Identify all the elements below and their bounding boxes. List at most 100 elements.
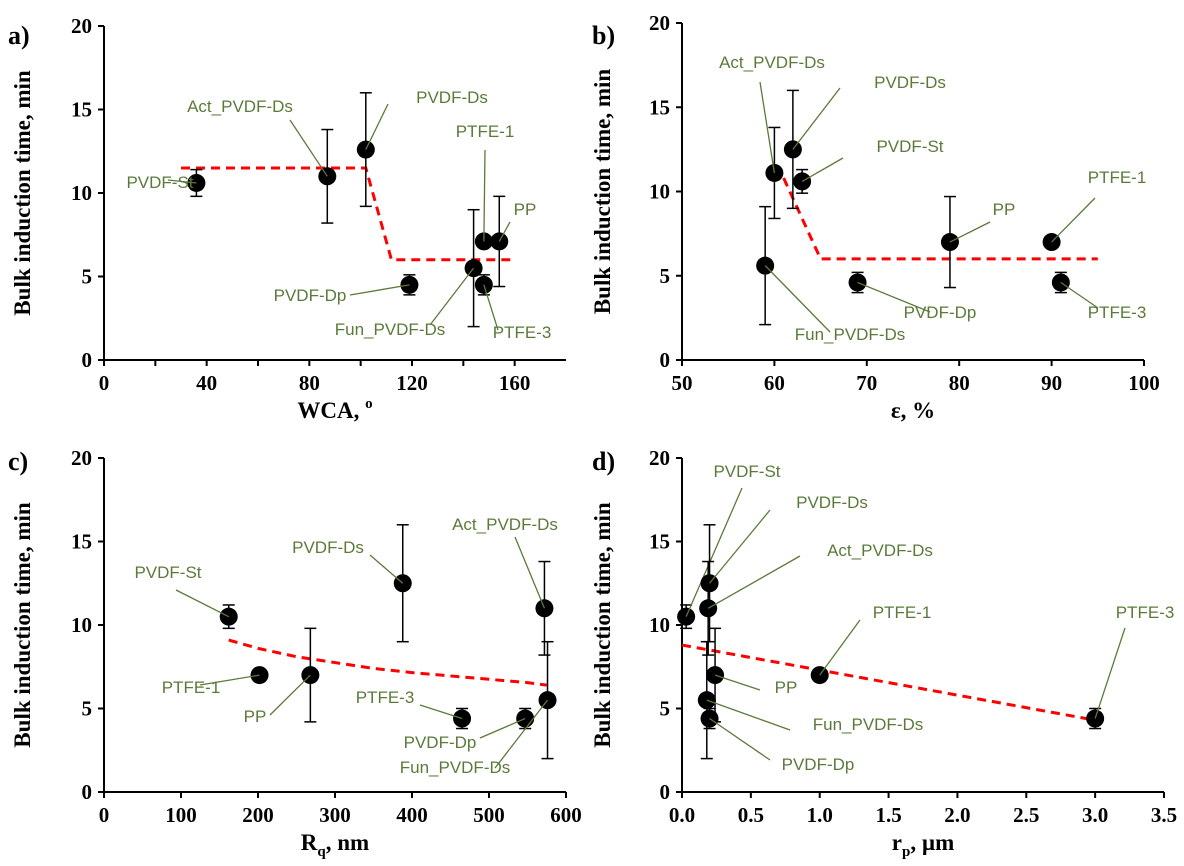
annotation-leader	[175, 589, 230, 618]
annotation-leader	[269, 674, 311, 716]
annotation-leader	[483, 149, 486, 242]
point-label: PP	[993, 200, 1016, 219]
trend-line	[681, 643, 1096, 722]
annotation-leader	[1060, 281, 1099, 309]
point-label: Fun_PVDF-Ds	[813, 715, 924, 734]
annotation-leader	[479, 717, 526, 739]
panel-letter: b)	[592, 21, 615, 50]
y-tick-label: 0	[82, 780, 93, 804]
y-tick-label: 15	[71, 530, 92, 554]
point-label: PTFE-3	[1116, 603, 1175, 622]
y-axis-title: Bulk induction time, min	[10, 70, 35, 316]
x-axis-title: ε, %	[891, 398, 935, 423]
x-tick-label: 0.0	[669, 803, 695, 827]
panel-letter: a)	[8, 21, 30, 50]
point-label: Fun_PVDF-Ds	[335, 320, 446, 339]
annotation-leader	[685, 487, 743, 617]
annotation-leader	[949, 221, 991, 243]
point-label: Act_PVDF-Ds	[827, 541, 933, 560]
annotation-leader	[764, 265, 831, 333]
point-label: PVDF-Ds	[796, 493, 868, 512]
annotation-leader	[759, 81, 776, 174]
point-label: Act_PVDF-Ds	[719, 53, 825, 72]
annotation-leader	[365, 103, 389, 150]
x-tick-label: 400	[396, 803, 428, 827]
x-tick-label: 160	[499, 371, 531, 395]
chart-panel-1: a) 0 5 10 15 20 0 40 80 120 160 Bulk induction time…	[8, 14, 566, 423]
annotation-leader	[706, 699, 791, 731]
x-tick-label: 60	[764, 371, 785, 395]
point-label: PVDF-Ds	[292, 538, 364, 557]
point-label: PTFE-1	[873, 603, 932, 622]
y-tick-label: 0	[82, 348, 93, 372]
chart-panel-4: d) 0 5 10 15 20 0.0 0.5 1.0 1.5 2.0 2.5 3.0 3.5 Bulk i…	[590, 446, 1177, 860]
x-tick-label: 2.5	[1013, 803, 1039, 827]
annotation-leader	[498, 221, 511, 242]
y-tick-label: 15	[71, 98, 92, 122]
annotation-leader	[819, 619, 861, 676]
x-tick-label: 70	[856, 371, 877, 395]
x-tick-label: 100	[1128, 371, 1160, 395]
x-tick-label: 2.0	[944, 803, 970, 827]
chart-panel-2: b) 0 5 10 15 20 50 60 70 80 90 100 Bulk induction ti…	[590, 11, 1160, 423]
point-label: PTFE-1	[456, 122, 515, 141]
trend-line	[782, 177, 1098, 261]
x-tick-label: 40	[196, 371, 217, 395]
x-tick-label: 90	[1041, 371, 1062, 395]
y-tick-label: 20	[649, 446, 670, 470]
y-tick-label: 5	[660, 697, 671, 721]
y-tick-label: 10	[649, 613, 670, 637]
y-tick-label: 10	[71, 181, 92, 205]
point-label: PTFE-3	[356, 688, 415, 707]
annotation-leader	[707, 555, 801, 609]
point-label: PVDF-St	[876, 137, 943, 156]
annotation-leader	[1094, 627, 1126, 719]
point-label: PVDF-Dp	[904, 303, 977, 322]
y-tick-label: 5	[82, 265, 93, 289]
x-tick-label: 0	[99, 371, 110, 395]
annotation-leader	[483, 284, 499, 331]
y-tick-label: 20	[71, 14, 92, 38]
point-label: PVDF-St	[134, 563, 201, 582]
x-tick-label: 1.5	[875, 803, 901, 827]
x-tick-label: 0.5	[738, 803, 764, 827]
y-axis-title: Bulk induction time, min	[590, 69, 615, 315]
x-tick-label: 1.0	[807, 803, 833, 827]
point-label: PTFE-3	[1088, 303, 1147, 322]
annotation-leader	[199, 674, 260, 686]
trend-line	[228, 638, 547, 687]
point-label: PVDF-Ds	[416, 88, 488, 107]
x-axis-title: WCA, o	[297, 396, 372, 423]
annotation-leader	[369, 554, 404, 584]
annotation-leader	[709, 717, 771, 761]
point-label: PTFE-3	[493, 323, 552, 342]
point-label: Act_PVDF-Ds	[452, 515, 558, 534]
annotation-leader	[419, 704, 463, 720]
x-tick-label: 120	[396, 371, 428, 395]
point-label: PP	[514, 200, 537, 219]
y-axis-title: Bulk induction time, min	[10, 502, 35, 748]
x-tick-label: 3.5	[1151, 803, 1177, 827]
x-tick-label: 3.0	[1082, 803, 1108, 827]
x-tick-label: 0	[99, 803, 110, 827]
annotation-leader	[429, 267, 475, 326]
x-tick-label: 50	[672, 371, 693, 395]
annotation-leader	[857, 281, 931, 313]
point-label: PVDF-St	[126, 173, 193, 192]
point-label: PVDF-Ds	[874, 73, 946, 92]
annotation-leader	[494, 699, 549, 769]
annotation-leader	[167, 179, 197, 184]
point-label: PVDF-Dp	[404, 733, 477, 752]
point-label: PTFE-1	[162, 678, 221, 697]
point-label: PVDF-Dp	[274, 286, 347, 305]
x-tick-label: 300	[319, 803, 351, 827]
y-tick-label: 0	[660, 348, 671, 372]
y-tick-label: 15	[649, 530, 670, 554]
x-axis-title: rp, µm	[892, 830, 954, 860]
annotation-leader	[792, 87, 841, 150]
x-tick-label: 200	[242, 803, 274, 827]
annotation-leader	[714, 674, 761, 691]
point-label: PP	[775, 678, 798, 697]
x-tick-label: 80	[949, 371, 970, 395]
